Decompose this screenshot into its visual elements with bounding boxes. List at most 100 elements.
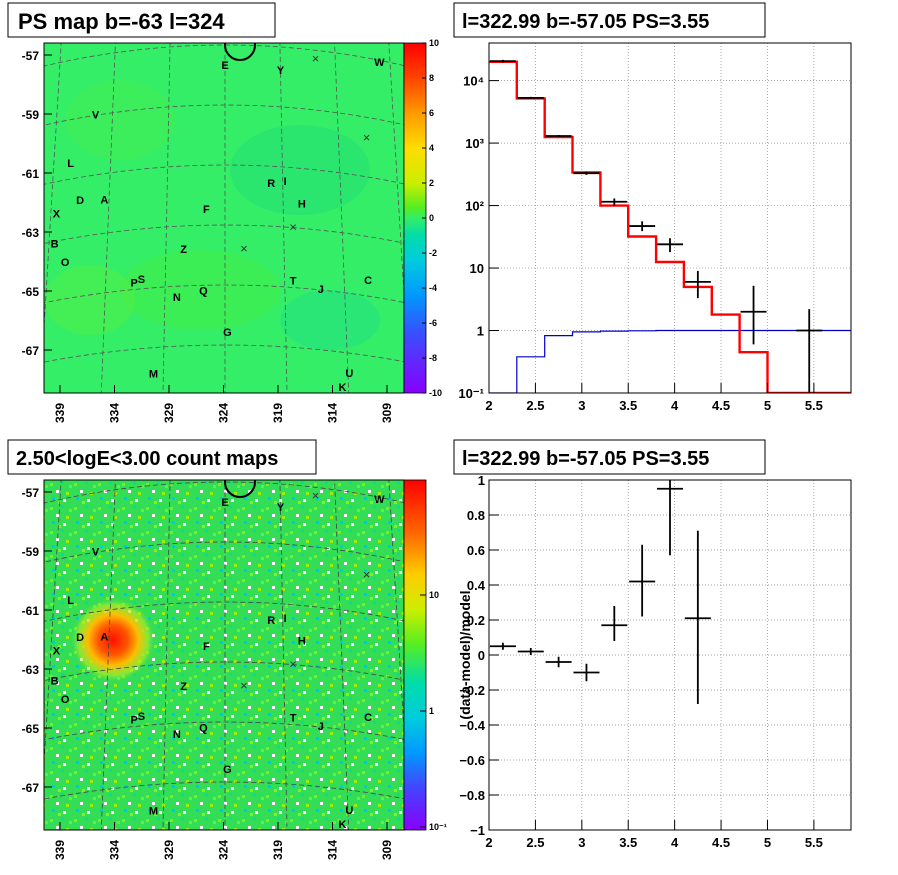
source-label: Q — [199, 285, 208, 297]
source-label: F — [203, 204, 210, 216]
source-label: A — [100, 194, 108, 206]
source-x-marker: × — [240, 678, 248, 693]
source-label: Z — [180, 681, 187, 693]
count-colorbar-tick-label: 10 — [429, 590, 439, 600]
grid-meridian — [100, 43, 116, 393]
l-tick-label: 309 — [380, 403, 394, 423]
source-label: I — [284, 176, 287, 188]
ts-colorbar — [404, 43, 426, 393]
count-colorbar-tick-label: 10⁻¹ — [429, 822, 447, 832]
source-label: Y — [277, 65, 285, 77]
residual-data-point — [657, 480, 683, 556]
source-label: O — [61, 694, 70, 706]
b-tick-label: -57 — [22, 49, 40, 63]
ts-colorbar-tick-label: -10 — [429, 388, 442, 398]
ts-colorbar-tick-label: 10 — [429, 38, 439, 48]
b-tick-label: -59 — [22, 108, 40, 122]
count-map-panel: W E Y V L R I D A X H F BO Z C SP T J N Q G U M K × × × × -57 -59 -61… — [22, 479, 447, 860]
residual-data-point — [489, 642, 516, 650]
residual-y-tick-label: 0.6 — [467, 543, 485, 558]
b-tick-label: -61 — [22, 167, 40, 181]
residual-x-tick-label: 5.5 — [805, 835, 823, 850]
model-spectrum-line — [489, 60, 851, 393]
l-tick-label: 319 — [271, 840, 285, 860]
grid-parallel — [44, 721, 404, 741]
b-tick-label: -63 — [22, 663, 40, 677]
spectrum-data-point — [684, 270, 711, 299]
residual-data-point — [601, 606, 628, 641]
source-label: V — [92, 546, 100, 558]
residual-y-tick-label: −1 — [470, 823, 485, 838]
source-label: T — [290, 713, 297, 725]
l-tick-label: 329 — [162, 403, 176, 423]
grid-parallel — [44, 344, 404, 363]
source-label: H — [298, 635, 306, 647]
count-colorbar — [404, 480, 426, 830]
residual-y-tick-label: 0.8 — [467, 508, 485, 523]
source-x-marker: × — [312, 488, 320, 503]
grid-meridian — [388, 480, 404, 738]
ts-colorbar-tick-label: 8 — [429, 73, 434, 83]
source-label: W — [374, 57, 385, 69]
source-label: A — [100, 631, 108, 643]
source-label: E — [221, 60, 228, 72]
source-label: C — [364, 712, 372, 724]
spectrum-x-tick-label: 2 — [485, 398, 492, 413]
l-tick-label: 319 — [271, 403, 285, 423]
grid-parallel — [44, 284, 404, 304]
b-tick-label: -57 — [22, 486, 40, 500]
spectrum-data-point — [629, 221, 656, 232]
residual-y-axis-label: (data-model)/model — [457, 590, 473, 719]
source-label: J — [318, 721, 324, 733]
source-label: Q — [199, 722, 208, 734]
l-tick-label: 314 — [326, 403, 340, 423]
source-label: S — [138, 274, 145, 286]
l-tick-label: 329 — [162, 840, 176, 860]
residual-x-tick-label: 2.5 — [526, 835, 544, 850]
spectrum-y-tick-label: 10² — [465, 199, 484, 214]
source-label: Y — [277, 502, 285, 514]
source-label: O — [61, 257, 70, 269]
grid-meridian — [100, 480, 116, 830]
spectrum-data-point — [657, 238, 683, 253]
source-label: D — [76, 195, 84, 207]
source-label: F — [203, 641, 210, 653]
residual-y-tick-label: 0.4 — [467, 578, 486, 593]
grid-parallel — [44, 104, 404, 126]
ts-map-title: PS map b=-63 l=324 — [18, 9, 225, 34]
spectrum-x-tick-label: 5 — [764, 398, 771, 413]
residual-panel: 2 2.5 3 3.5 4 4.5 5 5.5 1 0.8 0.6 0.4 0.2 0 −0.2 −0.4 −0… — [457, 473, 852, 850]
residual-x-tick-label: 3 — [578, 835, 585, 850]
spectrum-x-tick-label: 4 — [671, 398, 679, 413]
source-x-marker: × — [289, 657, 297, 672]
source-label: R — [267, 615, 275, 627]
grid-parallel — [44, 781, 404, 800]
source-label: B — [51, 238, 59, 250]
spectrum-x-tick-label: 3 — [578, 398, 585, 413]
residual-x-tick-label: 3.5 — [619, 835, 637, 850]
source-x-marker: × — [289, 220, 297, 235]
grid-parallel — [44, 224, 404, 244]
grid-parallel — [44, 601, 404, 622]
source-label: B — [51, 675, 59, 687]
b-tick-label: -63 — [22, 226, 40, 240]
residual-y-tick-label: −0.8 — [459, 788, 485, 803]
residual-title: l=322.99 b=-57.05 PS=3.55 — [462, 448, 709, 470]
spectrum-y-tick-label: 1 — [477, 324, 484, 339]
source-label: T — [290, 276, 297, 288]
spectrum-x-tick-label: 5.5 — [805, 398, 823, 413]
spectrum-data-point — [545, 134, 572, 138]
spectrum-y-tick-label: 10³ — [465, 136, 484, 151]
l-tick-label: 334 — [108, 840, 122, 860]
residual-x-tick-label: 4.5 — [712, 835, 730, 850]
residual-x-tick-label: 5 — [764, 835, 771, 850]
source-x-marker: × — [312, 51, 320, 66]
grid-parallel — [44, 661, 404, 681]
source-label: U — [345, 368, 353, 380]
l-tick-label: 314 — [326, 840, 340, 860]
b-tick-label: -65 — [22, 722, 40, 736]
spectrum-data-point — [489, 59, 516, 63]
source-label: K — [339, 382, 347, 394]
